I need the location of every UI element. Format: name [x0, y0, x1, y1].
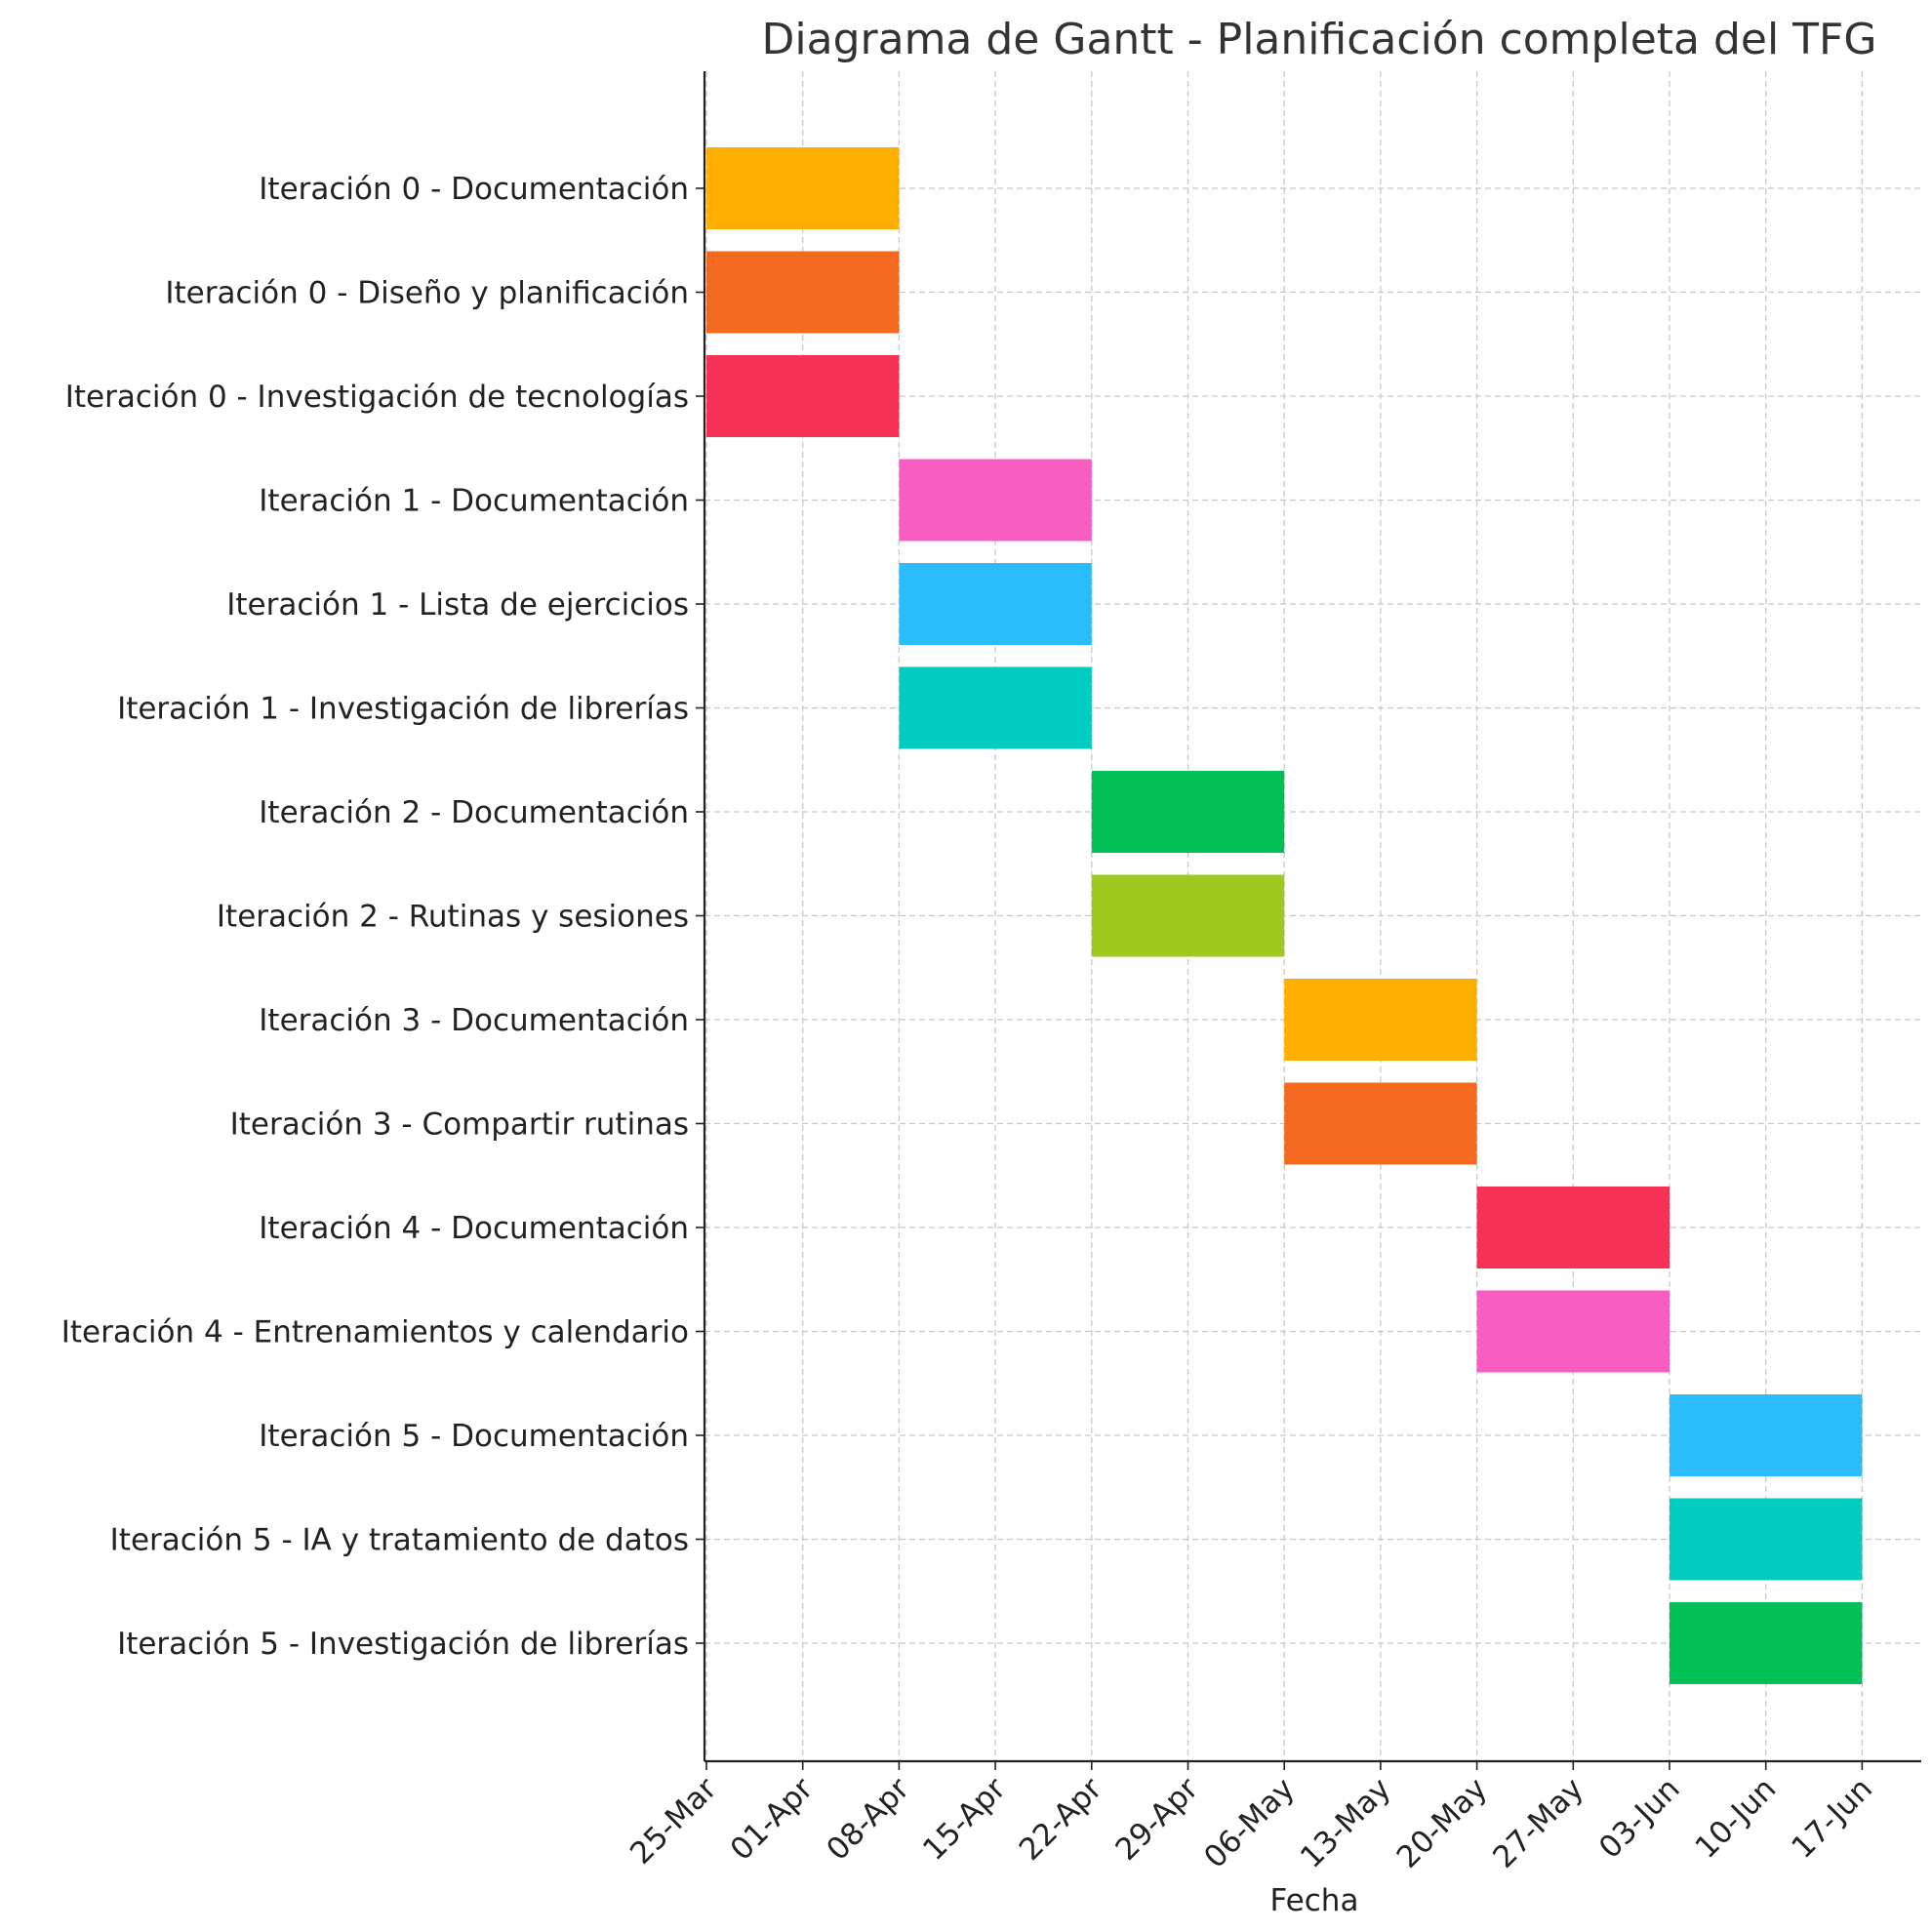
task-label: Iteración 3 - Compartir rutinas — [230, 1107, 689, 1143]
gantt-bar — [1284, 1082, 1477, 1165]
x-axis-label: Fecha — [1270, 1883, 1359, 1918]
task-label: Iteración 1 - Investigación de librerías — [117, 692, 689, 727]
x-tick-label: 22-Apr — [1013, 1771, 1109, 1868]
task-label: Iteración 1 - Documentación — [259, 484, 689, 519]
gantt-bar — [899, 666, 1092, 749]
task-label: Iteración 0 - Investigación de tecnologí… — [65, 380, 689, 415]
x-tick-label: 20-May — [1390, 1771, 1495, 1875]
task-label: Iteración 3 - Documentación — [259, 1003, 689, 1038]
gantt-bar — [1091, 771, 1285, 853]
task-label: Iteración 2 - Rutinas y sesiones — [217, 900, 689, 935]
x-tick-label: 13-May — [1294, 1771, 1398, 1875]
axis-layer — [696, 71, 1921, 1770]
x-tick-label: 08-Apr — [820, 1771, 916, 1868]
x-tick-label: 01-Apr — [724, 1771, 821, 1868]
x-tick-label: 10-Jun — [1689, 1771, 1784, 1866]
x-tick-label: 17-Jun — [1785, 1771, 1879, 1866]
task-label: Iteración 4 - Entrenamientos y calendari… — [61, 1315, 689, 1350]
x-tick-label: 27-May — [1486, 1771, 1590, 1875]
task-label: Iteración 2 - Documentación — [259, 795, 689, 830]
gantt-bar — [899, 459, 1092, 542]
gantt-bar — [1476, 1290, 1670, 1373]
tick-label-layer: 25-Mar 01-Apr 08-Apr 15-Apr 22-Apr 29-Apr06-M… — [624, 1771, 1879, 1875]
x-tick-label: 25-Mar — [624, 1771, 724, 1872]
gantt-bar — [1670, 1394, 1863, 1476]
task-label-layer: Iteración 0 - Documentación Iteración 0 -… — [61, 172, 689, 1662]
bar-layer — [706, 147, 1863, 1684]
x-tick-label: 03-Jun — [1592, 1771, 1687, 1866]
task-label: Iteración 5 - Investigación de librerías — [117, 1627, 689, 1662]
gantt-bar — [1476, 1187, 1670, 1268]
task-label: Iteración 1 - Lista de ejercicios — [226, 587, 689, 623]
x-tick-label: 06-May — [1197, 1771, 1302, 1875]
chart-title: Diagrama de Gantt - Planificación comple… — [762, 15, 1877, 64]
x-tick-label: 29-Apr — [1108, 1771, 1205, 1868]
grid-layer — [704, 71, 1921, 1761]
gantt-bar — [1670, 1602, 1863, 1684]
gantt-bar — [1284, 979, 1477, 1061]
task-label: Iteración 0 - Diseño y planificación — [165, 276, 689, 311]
task-label: Iteración 4 - Documentación — [259, 1211, 689, 1246]
task-label: Iteración 5 - IA y tratamiento de datos — [110, 1523, 689, 1558]
task-label: Iteración 0 - Documentación — [259, 172, 689, 207]
gantt-bar — [899, 563, 1092, 645]
task-label: Iteración 5 - Documentación — [259, 1419, 689, 1454]
gantt-bar — [706, 147, 900, 229]
x-tick-label: 15-Apr — [916, 1771, 1013, 1868]
gantt-bar — [706, 355, 900, 437]
gantt-bar — [706, 251, 900, 334]
gantt-bar — [1091, 874, 1285, 957]
gantt-bar — [1670, 1498, 1863, 1581]
